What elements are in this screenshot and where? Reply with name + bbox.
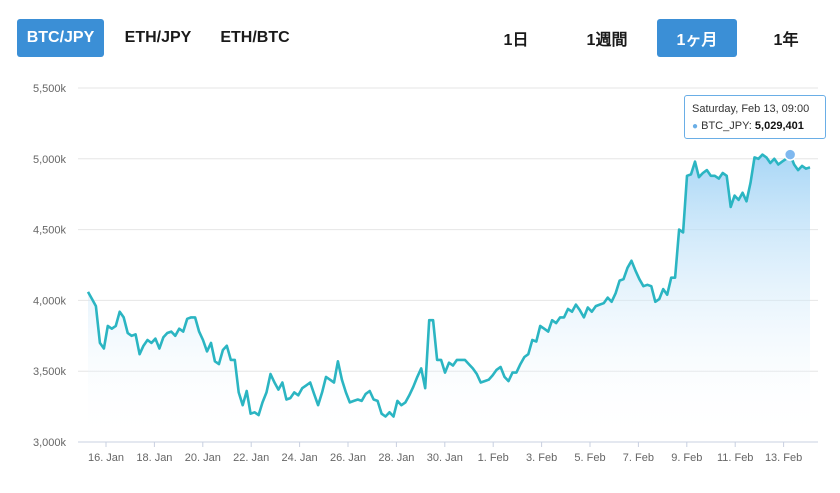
x-tick-label: 22. Jan bbox=[233, 452, 269, 464]
price-tooltip: Saturday, Feb 13, 09:00 ● BTC_JPY: 5,029… bbox=[684, 95, 826, 139]
x-tick-label: 13. Feb bbox=[765, 452, 802, 464]
tab-1-year[interactable]: 1年 bbox=[773, 32, 799, 49]
y-tick-label: 4,500k bbox=[33, 225, 67, 237]
y-tick-label: 4,000k bbox=[33, 295, 67, 307]
tooltip-value: 5,029,401 bbox=[754, 120, 804, 132]
x-tick-label: 16. Jan bbox=[88, 452, 124, 464]
tab-1-week[interactable]: 1週間 bbox=[586, 32, 628, 49]
x-tick-label: 30. Jan bbox=[427, 452, 463, 464]
x-tick-label: 20. Jan bbox=[185, 452, 221, 464]
x-tick-label: 5. Feb bbox=[574, 452, 605, 464]
series-dot-icon: ● bbox=[692, 121, 699, 132]
tab-btc-jpy[interactable]: BTC/JPY bbox=[17, 19, 104, 57]
x-tick-label: 11. Feb bbox=[717, 452, 754, 464]
tooltip-series-name: BTC_JPY bbox=[701, 120, 749, 132]
tab-1-day[interactable]: 1日 bbox=[503, 32, 529, 49]
x-tick-label: 24. Jan bbox=[282, 452, 318, 464]
x-tick-label: 9. Feb bbox=[671, 452, 702, 464]
x-tick-label: 7. Feb bbox=[623, 452, 654, 464]
tooltip-date: Saturday, Feb 13, 09:00 bbox=[692, 103, 810, 115]
x-tick-label: 18. Jan bbox=[136, 452, 172, 464]
y-tick-label: 3,000k bbox=[33, 437, 67, 449]
x-tick-label: 1. Feb bbox=[478, 452, 509, 464]
x-tick-label: 28. Jan bbox=[378, 452, 414, 464]
tooltip-value-row: ● BTC_JPY: 5,029,401 bbox=[692, 120, 804, 132]
y-tick-label: 3,500k bbox=[33, 366, 67, 378]
y-tick-label: 5,000k bbox=[33, 154, 67, 166]
hover-point-marker bbox=[783, 148, 797, 161]
x-tick-label: 3. Feb bbox=[526, 452, 557, 464]
price-area bbox=[88, 154, 810, 442]
price-line bbox=[86, 153, 811, 418]
x-tick-label: 26. Jan bbox=[330, 452, 366, 464]
tab-eth-jpy[interactable]: ETH/JPY bbox=[124, 29, 192, 46]
tab-1-month[interactable]: 1ヶ月 bbox=[657, 19, 737, 57]
tab-eth-btc[interactable]: ETH/BTC bbox=[220, 29, 290, 46]
y-tick-label: 5,500k bbox=[33, 83, 67, 95]
